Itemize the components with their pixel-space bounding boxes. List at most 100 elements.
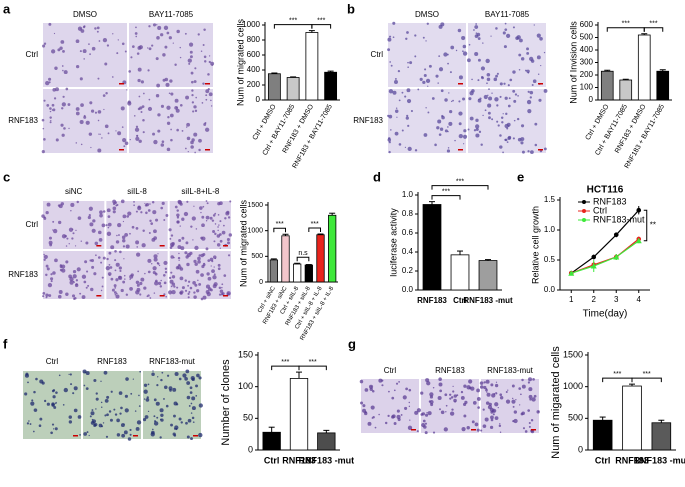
cell (184, 377, 188, 381)
cell (527, 381, 531, 384)
cell (136, 420, 142, 425)
cell (226, 291, 231, 296)
y-tick-label: 0.8 (402, 209, 414, 218)
cell (188, 291, 191, 294)
cell (60, 202, 65, 206)
cell (107, 215, 111, 218)
cell (177, 265, 182, 270)
cell (65, 87, 69, 91)
cell (189, 55, 193, 59)
cell (83, 432, 88, 436)
cell (108, 274, 111, 276)
cell (144, 202, 146, 205)
cell (473, 29, 475, 31)
significance-bracket (308, 227, 321, 233)
cell (76, 267, 81, 272)
cell (55, 402, 57, 405)
scale-bar (119, 149, 124, 151)
cell (104, 124, 109, 129)
cell (408, 401, 411, 404)
cell (77, 415, 82, 419)
cell (58, 290, 63, 294)
cell (149, 203, 151, 205)
cell (45, 293, 49, 297)
cell (469, 91, 474, 96)
cell (474, 25, 479, 29)
cell (69, 276, 74, 282)
cell (217, 226, 219, 228)
cell (99, 213, 103, 218)
cell (136, 252, 141, 257)
cell (221, 286, 223, 289)
cell (540, 64, 542, 67)
cell (198, 282, 202, 286)
y-tick-label: 150 (238, 349, 253, 359)
cell (454, 139, 456, 142)
cell (116, 234, 118, 237)
cell (214, 212, 217, 215)
scale-bar (223, 295, 228, 297)
cell (469, 116, 474, 121)
cell (521, 378, 524, 382)
cell (99, 210, 103, 215)
cell (195, 269, 200, 274)
cell (147, 47, 149, 49)
cell (45, 80, 50, 86)
image-column-label: BAY11-7085 (149, 10, 194, 19)
cell (434, 143, 437, 147)
cell (490, 35, 492, 37)
cell (193, 105, 197, 109)
cell (487, 405, 493, 410)
cell (193, 295, 197, 299)
cell (134, 32, 138, 35)
cell (208, 55, 211, 57)
cell (90, 287, 94, 292)
cell (452, 390, 455, 393)
y-tick-label: 1000 (247, 228, 263, 235)
cell (112, 206, 117, 211)
cell (148, 231, 151, 234)
cell (43, 258, 46, 261)
cell (26, 422, 30, 425)
cell (170, 285, 173, 288)
cell (522, 427, 525, 430)
cell (130, 392, 133, 395)
cell (151, 263, 153, 265)
cell (392, 21, 396, 25)
cell (393, 422, 397, 426)
cell (404, 406, 408, 410)
cell (416, 408, 421, 413)
cell (507, 104, 511, 108)
cell (213, 255, 217, 259)
cell (170, 423, 173, 427)
bar (293, 263, 302, 283)
cell (419, 77, 423, 81)
cell (79, 292, 82, 295)
cell (43, 399, 47, 403)
cell (41, 381, 45, 385)
cell (172, 42, 174, 44)
cell (447, 62, 449, 65)
cell (389, 61, 391, 63)
cell (58, 374, 61, 377)
cell (88, 213, 91, 217)
marker (635, 237, 642, 244)
cell (414, 55, 417, 58)
cell (192, 110, 195, 113)
cell (191, 80, 194, 84)
cell (439, 389, 443, 393)
cell (458, 100, 461, 103)
cell (477, 98, 482, 103)
cell (490, 383, 494, 387)
cell (188, 405, 191, 407)
cell (142, 229, 145, 232)
cell (166, 147, 171, 152)
cell (504, 138, 507, 142)
cell (360, 401, 364, 405)
cell (35, 377, 38, 381)
cell (153, 229, 157, 234)
cell (450, 45, 455, 50)
cell (184, 251, 188, 255)
bar (305, 32, 319, 101)
y-tick-label: 300 (580, 58, 594, 67)
